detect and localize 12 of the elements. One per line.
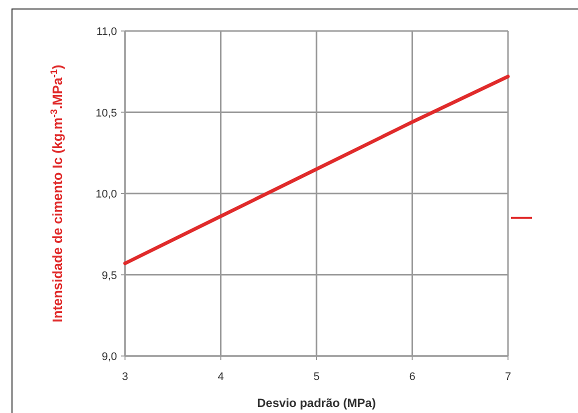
x-tick-label: 7 [504, 371, 512, 383]
line-series [123, 74, 510, 266]
x-axis-title: Desvio padrão (MPa) [257, 396, 376, 410]
y-tick-label: 10,0 [96, 188, 117, 200]
x-tick-label: 6 [409, 371, 416, 383]
y-tick-label: 9,5 [102, 270, 117, 282]
y-tick-label: 9,0 [102, 351, 117, 363]
x-tick-label: 3 [122, 371, 128, 383]
x-tick-label: 5 [313, 371, 320, 383]
x-tick-label: 4 [218, 371, 224, 383]
y-tick-label: 10,5 [96, 107, 117, 120]
y-tick-label: 11,0 [96, 26, 117, 38]
